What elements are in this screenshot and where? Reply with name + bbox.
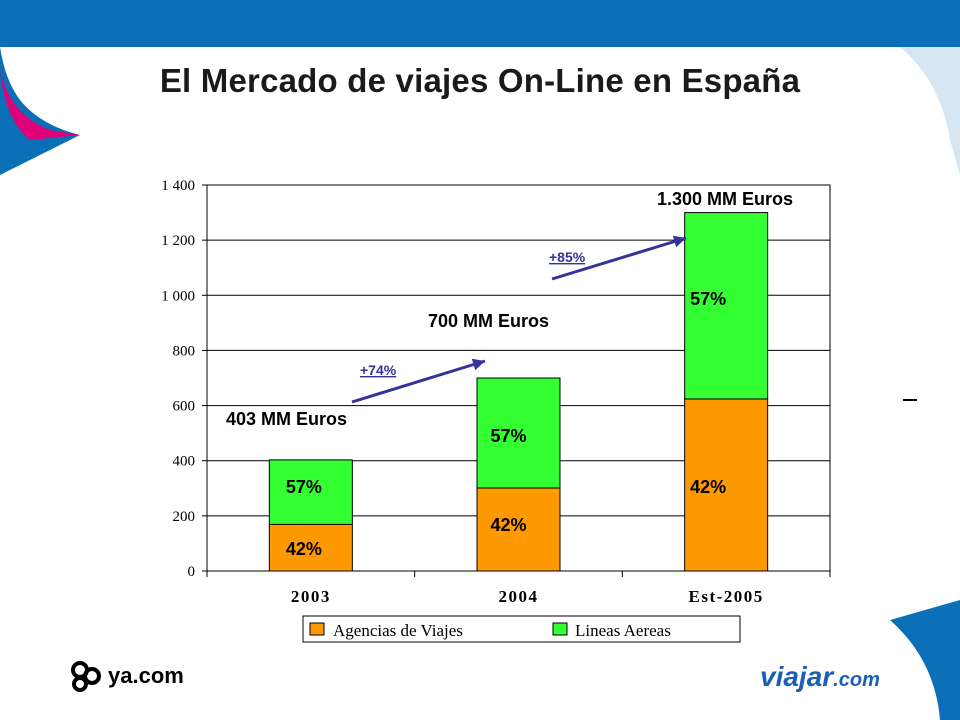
ya-com-logo: ya.com: [68, 658, 184, 694]
bar-percent-label: 42%: [690, 477, 726, 497]
viajar-com-logo: viajar.com: [760, 661, 880, 693]
total-label: 403 MM Euros: [226, 409, 347, 429]
total-label: 1.300 MM Euros: [657, 189, 793, 209]
viajar-logo-word: viajar: [760, 661, 834, 692]
legend-label-lineas: Lineas Aereas: [575, 621, 671, 640]
y-tick-label: 800: [173, 343, 196, 359]
legend-swatch-agencias: [309, 622, 325, 636]
y-tick-label: 1 200: [161, 233, 195, 249]
bar-percent-label: 42%: [491, 515, 527, 535]
dash-mark: [903, 399, 917, 401]
legend-label-agencias: Agencias de Viajes: [333, 621, 463, 640]
growth-arrow: [551, 236, 687, 281]
bar-lineas: [476, 377, 561, 489]
y-tick-label: 400: [173, 454, 196, 470]
bar-agencias: [684, 398, 769, 572]
bar-agencias: [268, 523, 353, 572]
x-category-label: 2004: [499, 587, 539, 606]
slide-title: El Mercado de viajes On-Line en España: [159, 62, 801, 99]
x-category-label: Est-2005: [689, 587, 764, 606]
y-tick-label: 1 000: [161, 288, 195, 304]
ya-com-logo-text: ya.com: [108, 663, 184, 688]
legend-swatch-lineas: [552, 622, 568, 636]
bar-percent-label: 57%: [690, 289, 726, 309]
bar-percent-label: 42%: [286, 539, 322, 559]
viajar-logo-suffix: .com: [833, 669, 880, 691]
y-tick-label: 0: [188, 564, 196, 580]
legend-box: [302, 615, 741, 643]
bar-lineas: [684, 212, 769, 400]
growth-arrow-head: [672, 235, 686, 248]
growth-arrow-head: [471, 358, 485, 371]
bar-percent-label: 57%: [491, 426, 527, 446]
bar-agencias: [476, 487, 561, 572]
bar-percent-label: 57%: [286, 477, 322, 497]
ya-com-logo-icon: [71, 661, 101, 692]
total-label: 700 MM Euros: [428, 311, 549, 331]
growth-label: +74%: [360, 362, 397, 378]
y-tick-label: 1 400: [161, 178, 195, 194]
y-tick-label: 600: [173, 399, 196, 415]
growth-arrow: [351, 359, 486, 404]
x-category-label: 2003: [291, 587, 331, 606]
bar-lineas: [268, 459, 353, 525]
y-tick-label: 200: [173, 509, 196, 525]
growth-label: +85%: [549, 249, 586, 265]
header-band: [0, 0, 960, 47]
